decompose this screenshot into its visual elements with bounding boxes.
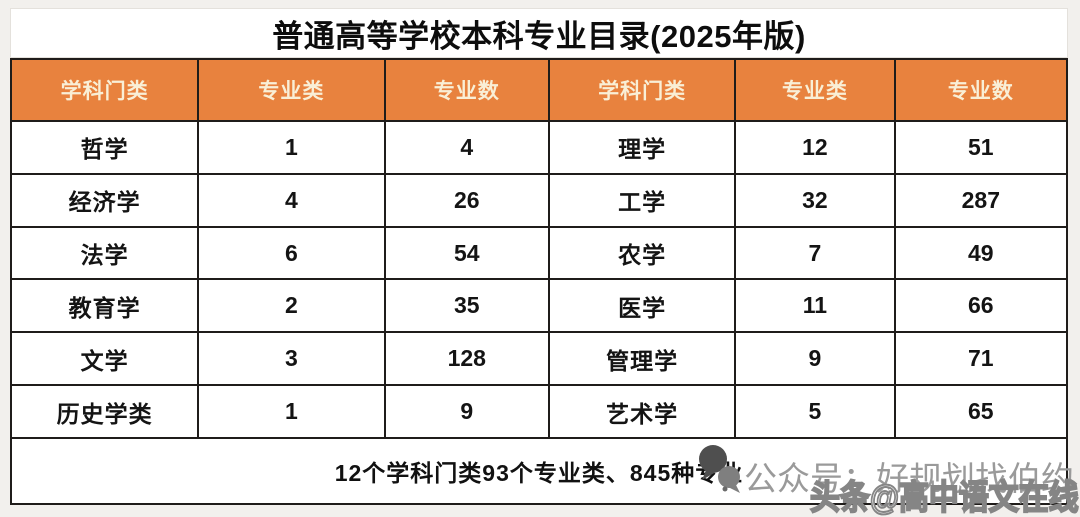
cell-value: 5 [736, 386, 896, 439]
cell-value: 49 [895, 227, 1066, 281]
cell-value: 11 [736, 280, 896, 334]
header-cell-subject-category-left: 学科门类 [12, 60, 200, 122]
page-title: 普通高等学校本科专业目录(2025年版) [272, 18, 806, 54]
cell-value: 287 [895, 174, 1066, 228]
header-cell-major-count-right: 专业数 [895, 60, 1066, 122]
cell-value: 26 [385, 174, 550, 228]
majors-catalog-table: 学科门类 专业类 专业数 学科门类 专业类 专业数 哲学 1 4 理学 12 5… [10, 58, 1068, 505]
cell-category: 工学 [549, 174, 737, 228]
cell-category: 理学 [549, 122, 737, 175]
cell-value: 66 [895, 280, 1066, 334]
cell-category: 管理学 [549, 333, 737, 387]
cell-value: 7 [736, 227, 896, 281]
cell-value: 65 [895, 386, 1066, 439]
header-cell-major-count-left: 专业数 [385, 60, 550, 122]
cell-category: 教育学 [12, 280, 200, 334]
cell-value: 3 [199, 333, 386, 387]
title-band: 普通高等学校本科专业目录(2025年版) [10, 8, 1068, 58]
cell-category: 农学 [549, 227, 737, 281]
cell-value: 32 [736, 174, 896, 228]
cell-value: 4 [385, 122, 550, 175]
cell-value: 4 [199, 174, 386, 228]
cell-value: 6 [199, 227, 386, 281]
cell-value: 54 [385, 227, 550, 281]
cell-category: 法学 [12, 227, 200, 281]
cell-value: 35 [385, 280, 550, 334]
cell-value: 51 [895, 122, 1066, 175]
header-cell-major-class-right: 专业类 [736, 60, 896, 122]
cell-category: 艺术学 [549, 386, 737, 439]
summary-footer: 12个学科门类93个专业类、845种专业 [12, 438, 1066, 503]
cell-value: 9 [385, 386, 550, 439]
cell-value: 1 [199, 122, 386, 175]
cell-category: 哲学 [12, 122, 200, 175]
header-cell-subject-category-right: 学科门类 [549, 60, 737, 122]
cell-value: 71 [895, 333, 1066, 387]
cell-category: 历史学类 [12, 386, 200, 439]
cell-value: 9 [736, 333, 896, 387]
cell-category: 经济学 [12, 174, 200, 228]
cell-category: 文学 [12, 333, 200, 387]
cell-value: 1 [199, 386, 386, 439]
cell-category: 医学 [549, 280, 737, 334]
cell-value: 12 [736, 122, 896, 175]
cell-value: 128 [385, 333, 550, 387]
cell-value: 2 [199, 280, 386, 334]
header-cell-major-class-left: 专业类 [199, 60, 386, 122]
